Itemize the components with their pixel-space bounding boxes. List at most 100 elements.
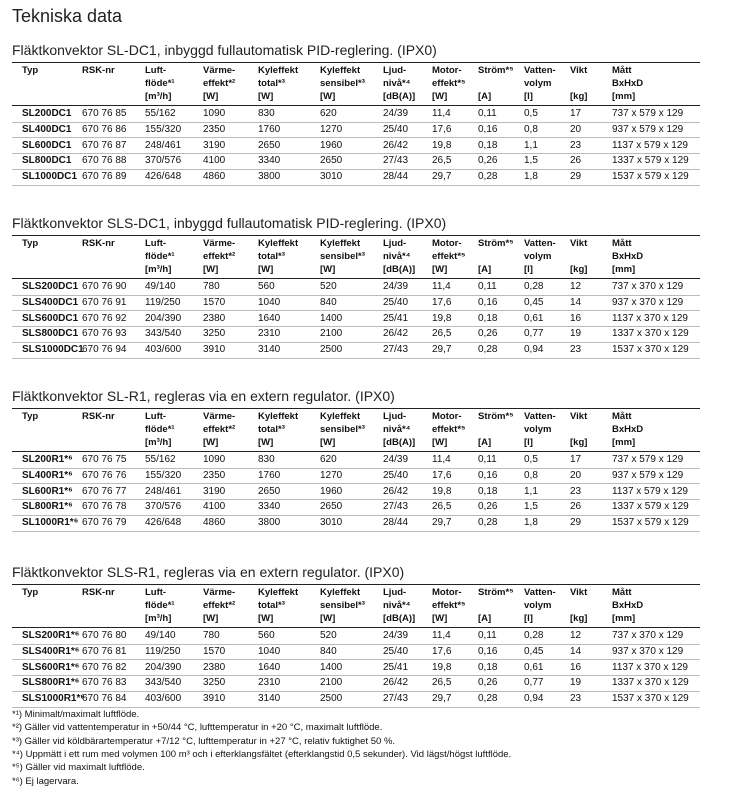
cell: 27/43 <box>383 155 409 167</box>
cell: 0,11 <box>478 454 497 465</box>
header-cell: BxHxD <box>612 251 644 262</box>
cell: 11,4 <box>432 108 451 119</box>
header-cell: flöde*¹ <box>145 600 175 611</box>
cell: 14 <box>570 296 582 308</box>
cell: 17,6 <box>432 123 452 135</box>
header-cell: Vatten- <box>524 587 556 598</box>
header-cell: total*³ <box>258 78 285 89</box>
header-cell: [W] <box>320 264 336 275</box>
cell: 17 <box>570 454 582 465</box>
header-cell: [kg] <box>570 264 588 275</box>
cell: 26 <box>570 501 582 513</box>
cell: 19,8 <box>432 661 452 673</box>
cell: 248/461 <box>145 139 182 151</box>
row-separator <box>12 483 700 485</box>
cell: 0,26 <box>478 501 498 513</box>
cell: 2350 <box>203 123 226 135</box>
cell: 26,5 <box>432 155 452 167</box>
row-separator <box>12 659 700 661</box>
header-cell: Vikt <box>570 411 588 422</box>
cell: 3190 <box>203 139 226 151</box>
cell: 2310 <box>258 328 281 340</box>
header-cell: Motor- <box>432 238 462 249</box>
row-separator <box>12 294 700 296</box>
cell: 155/320 <box>145 123 182 135</box>
header-cell: Ström*⁵ <box>478 411 514 422</box>
header-cell: Kyleffekt <box>320 65 361 76</box>
header-cell: [l] <box>524 264 533 275</box>
cell: 3250 <box>203 328 226 340</box>
cell: 55/162 <box>145 454 176 465</box>
cell: 0,18 <box>478 661 498 673</box>
header-cell: [W] <box>432 91 448 102</box>
header-cell: Luft- <box>145 238 167 249</box>
header-cell: [W] <box>258 264 274 275</box>
cell: 0,16 <box>478 645 498 657</box>
row-label: SL600DC1 <box>22 139 72 151</box>
header-cell: sensibel*³ <box>320 251 365 262</box>
cell: 1337 x 370 x 129 <box>612 677 689 689</box>
header-cell: RSK-nr <box>82 238 115 249</box>
header-cell: [l] <box>524 613 533 624</box>
cell: 0,16 <box>478 296 498 308</box>
cell: 670 76 91 <box>82 296 127 308</box>
header-cell: Vatten- <box>524 65 556 76</box>
cell: 1337 x 579 x 129 <box>612 501 689 513</box>
header-cell: Ström*⁵ <box>478 238 514 249</box>
row-separator <box>12 530 700 532</box>
cell: 1137 x 579 x 129 <box>612 485 688 497</box>
header-cell: Kyleffekt <box>258 587 299 598</box>
cell: 25/41 <box>383 661 409 673</box>
header-cell: [mm] <box>612 613 636 624</box>
header-cell: Kyleffekt <box>258 411 299 422</box>
header-rule <box>12 451 700 452</box>
header-cell: Luft- <box>145 587 167 598</box>
cell: 11,4 <box>432 630 451 641</box>
cell: 2500 <box>320 693 343 704</box>
cell: 2380 <box>203 661 226 673</box>
header-cell: nivå*⁴ <box>383 251 411 262</box>
cell: 0,5 <box>524 454 538 465</box>
header-cell: BxHxD <box>612 600 644 611</box>
row-separator <box>12 675 700 676</box>
cell: 25/40 <box>383 645 409 657</box>
cell: 16 <box>570 312 582 324</box>
cell: 4860 <box>203 517 226 528</box>
cell: 2650 <box>258 139 281 151</box>
cell: 520 <box>320 281 337 292</box>
header-cell: volym <box>524 78 552 89</box>
row-label: SL800DC1 <box>22 155 72 167</box>
cell: 2380 <box>203 312 226 324</box>
cell: 0,26 <box>478 328 498 340</box>
cell: 670 76 94 <box>82 344 127 355</box>
cell: 49/140 <box>145 281 176 292</box>
cell: 670 76 75 <box>82 454 127 465</box>
header-cell: Värme- <box>203 238 236 249</box>
header-cell: Ström*⁵ <box>478 587 514 598</box>
cell: 370/576 <box>145 501 182 513</box>
footnote: *⁵) Gäller vid maximalt luftflöde. <box>12 762 145 774</box>
table-top-rule <box>12 584 700 585</box>
header-cell: Vikt <box>570 587 588 598</box>
header-cell: RSK-nr <box>82 411 115 422</box>
cell: 29,7 <box>432 693 452 704</box>
header-cell: Mått <box>612 238 632 249</box>
section-heading: Fläktkonvektor SL-DC1, inbyggd fullautom… <box>12 42 437 58</box>
footnote: *⁴) Uppmätt i ett rum med volymen 100 m³… <box>12 748 512 760</box>
cell: 3140 <box>258 693 281 704</box>
header-cell: [m³/h] <box>145 91 172 102</box>
header-cell: total*³ <box>258 424 285 435</box>
cell: 670 76 87 <box>82 139 127 151</box>
row-label: SLS200R1*⁶ <box>22 630 80 641</box>
cell: 737 x 370 x 129 <box>612 630 684 641</box>
cell: 0,11 <box>478 108 497 119</box>
row-label: SLS600DC1 <box>22 312 79 324</box>
cell: 670 76 89 <box>82 171 127 182</box>
header-cell: [mm] <box>612 264 636 275</box>
header-cell: Luft- <box>145 65 167 76</box>
header-cell: [W] <box>258 91 274 102</box>
footnote: *²) Gäller vid vattentemperatur in +50/4… <box>12 722 383 734</box>
cell: 0,28 <box>478 517 498 528</box>
header-cell: Kyleffekt <box>320 587 361 598</box>
cell: 0,5 <box>524 108 538 119</box>
